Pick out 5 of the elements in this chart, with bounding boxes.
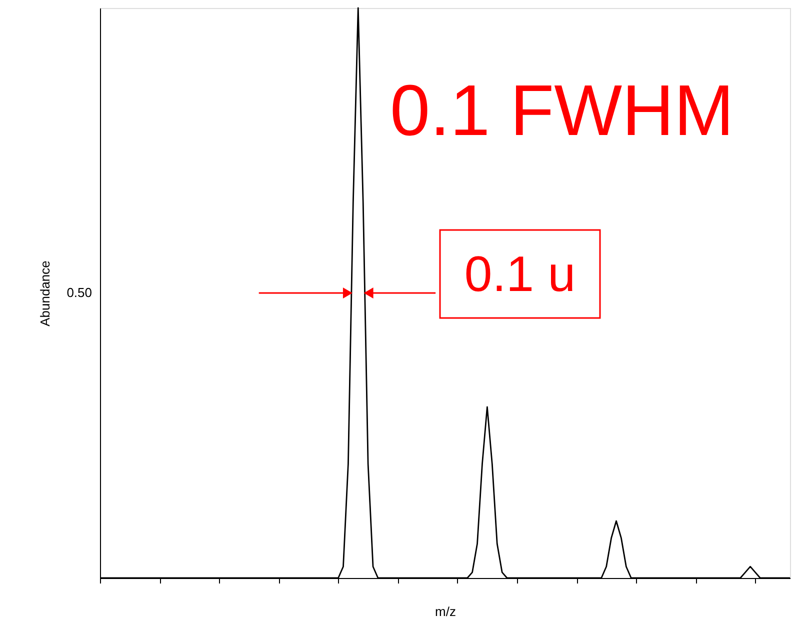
x-axis-title: m/z bbox=[435, 604, 456, 619]
text: 0.50 bbox=[66, 285, 92, 300]
annotation: 0.1 FWHM bbox=[390, 71, 734, 151]
y-axis-title: Abundance bbox=[38, 260, 52, 326]
annotation: 0.1 u bbox=[464, 246, 576, 302]
